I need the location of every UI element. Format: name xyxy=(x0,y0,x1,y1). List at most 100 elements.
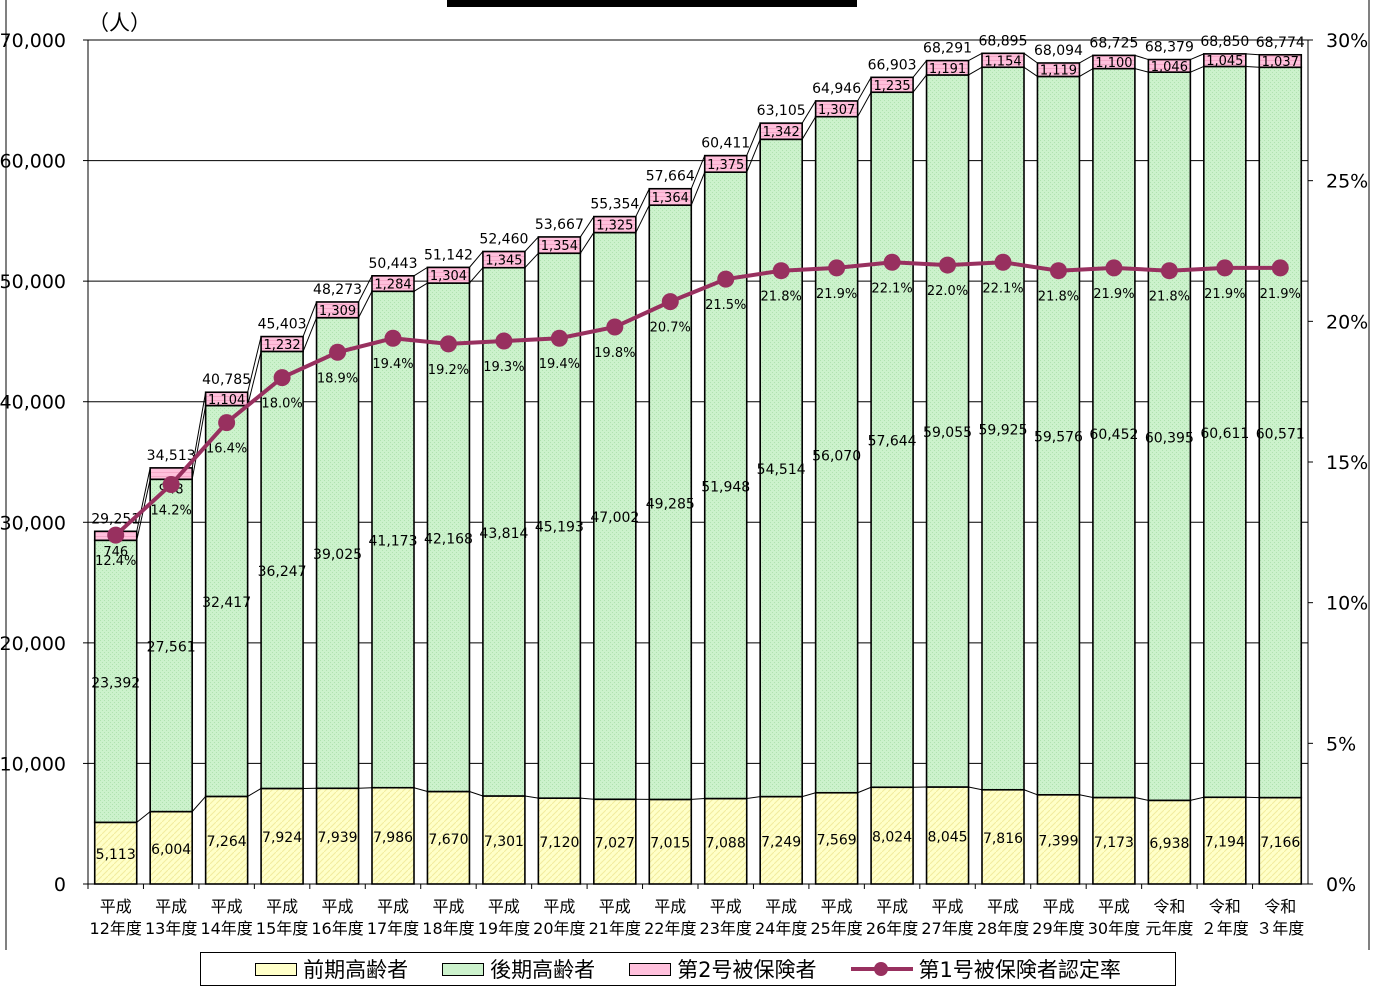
data-label-late-elderly: 49,285 xyxy=(646,496,695,512)
series-connector-line xyxy=(1190,53,1205,61)
y-tick-label: 40,000 xyxy=(0,392,66,414)
data-label-late-elderly: 45,193 xyxy=(535,520,584,536)
rate-point xyxy=(439,335,457,353)
rate-label: 22.1% xyxy=(982,281,1023,296)
series-connector-line xyxy=(1079,68,1094,77)
series-connector-line xyxy=(358,787,373,789)
series-connector-line xyxy=(635,204,650,233)
series-connector-line xyxy=(1134,68,1149,73)
rate-point xyxy=(1216,259,1234,277)
data-label-total: 68,774 xyxy=(1256,35,1305,51)
series-connector-line xyxy=(524,795,539,799)
data-label-category2: 1,354 xyxy=(541,239,578,254)
series-connector-line xyxy=(413,282,428,292)
series-connector-line xyxy=(247,351,262,406)
x-tick-label: 元年度 xyxy=(1145,919,1193,938)
data-label-total: 50,443 xyxy=(369,256,418,272)
series-connector-line xyxy=(691,798,705,800)
data-label-early-elderly: 7,816 xyxy=(983,831,1023,847)
data-label-late-elderly: 39,025 xyxy=(313,547,362,563)
bar-category2 xyxy=(925,59,970,76)
data-label-late-elderly: 57,644 xyxy=(868,434,917,450)
series-connector-line xyxy=(136,811,151,823)
series-connector-line xyxy=(690,172,706,206)
data-label-total: 63,105 xyxy=(757,103,806,119)
series-connector-line xyxy=(469,791,484,797)
bar-category2 xyxy=(593,215,637,234)
data-label-early-elderly: 7,173 xyxy=(1094,835,1134,851)
rate-point xyxy=(329,343,347,361)
series-connector-line xyxy=(690,155,706,189)
rate-label: 22.1% xyxy=(871,281,912,296)
bar-category2 xyxy=(482,250,526,269)
bar-category2 xyxy=(1092,54,1136,70)
data-label-late-elderly: 43,814 xyxy=(479,526,528,542)
y-axis-unit: （人） xyxy=(88,11,151,35)
y2-tick-label: 10% xyxy=(1326,593,1368,615)
series-connector-line xyxy=(1134,54,1149,61)
x-tick-label: 13年度 xyxy=(145,919,197,938)
x-tick-label: 30年度 xyxy=(1088,919,1140,938)
series-connector-line xyxy=(1134,797,1149,801)
rate-point xyxy=(717,270,735,288)
x-tick-label: 28年度 xyxy=(977,919,1029,938)
x-tick-label: 14年度 xyxy=(200,919,252,938)
data-label-early-elderly: 7,166 xyxy=(1260,835,1300,851)
x-tick-label: 平成 xyxy=(100,897,132,916)
series-connector-line xyxy=(857,91,872,117)
data-label-early-elderly: 7,194 xyxy=(1205,835,1245,851)
bar-early-elderly xyxy=(648,798,693,885)
bar-early-elderly xyxy=(870,786,914,885)
data-label-category2: 1,235 xyxy=(873,79,910,94)
data-label-late-elderly: 54,514 xyxy=(757,462,806,478)
series-connector-line xyxy=(413,266,428,277)
data-label-late-elderly: 51,948 xyxy=(701,479,750,495)
series-connector-line xyxy=(302,317,318,352)
rate-label: 19.2% xyxy=(428,363,469,378)
rate-point xyxy=(939,256,957,274)
series-connector-line xyxy=(1245,53,1260,56)
bar-late-elderly xyxy=(1092,67,1136,799)
bar-late-elderly xyxy=(759,138,803,798)
rate-label: 22.0% xyxy=(927,284,968,299)
rate-label: 21.9% xyxy=(1093,287,1134,302)
series-connector-line xyxy=(746,139,761,173)
data-label-total: 68,379 xyxy=(1145,40,1194,56)
rate-point xyxy=(218,414,236,432)
data-label-late-elderly: 59,925 xyxy=(979,422,1028,438)
bar-late-elderly xyxy=(149,478,193,813)
data-label-category2: 746 xyxy=(103,545,128,560)
bar-late-elderly xyxy=(1258,66,1303,799)
rate-label: 21.8% xyxy=(761,290,802,305)
legend-swatch-category2 xyxy=(629,962,672,976)
data-label-category2: 1,154 xyxy=(984,54,1021,69)
x-tick-label: 平成 xyxy=(488,897,520,916)
data-label-late-elderly: 27,561 xyxy=(147,639,196,655)
y-tick-label: 70,000 xyxy=(0,30,66,52)
x-tick-label: 24年度 xyxy=(755,919,807,938)
data-label-total: 68,291 xyxy=(923,41,972,57)
data-label-late-elderly: 60,452 xyxy=(1089,427,1138,443)
series-connector-line xyxy=(968,66,983,76)
bar-early-elderly xyxy=(593,798,637,885)
x-tick-label: 平成 xyxy=(211,897,243,916)
series-connector-line xyxy=(857,786,872,794)
x-tick-label: 20年度 xyxy=(533,919,585,938)
legend-label-late-elderly: 後期高齢者 xyxy=(490,958,596,982)
x-tick-label: 平成 xyxy=(599,897,631,916)
y2-tick-label: 5% xyxy=(1326,733,1356,755)
series-connector-line xyxy=(469,267,484,284)
y-tick-label: 50,000 xyxy=(0,271,66,293)
x-tick-label: 平成 xyxy=(654,897,686,916)
series-connector-line xyxy=(469,251,484,268)
data-label-early-elderly: 7,939 xyxy=(317,830,357,846)
bar-early-elderly xyxy=(925,786,970,885)
data-label-category2: 1,045 xyxy=(1206,54,1243,69)
series-connector-line xyxy=(413,787,428,793)
series-connector-line xyxy=(1245,65,1260,68)
x-tick-label: 平成 xyxy=(322,897,354,916)
rate-point xyxy=(883,253,901,271)
rate-label: 21.8% xyxy=(1149,290,1190,305)
y2-tick-label: 25% xyxy=(1326,171,1368,193)
bar-late-elderly xyxy=(814,115,859,794)
